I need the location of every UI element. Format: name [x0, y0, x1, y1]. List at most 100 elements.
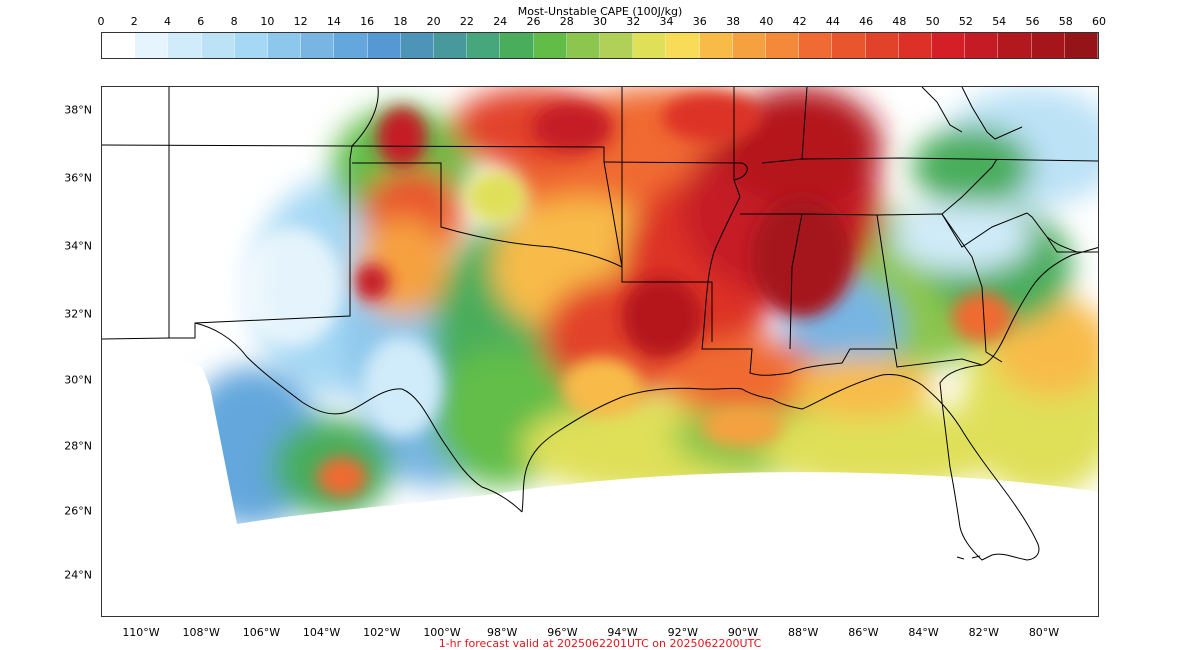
cape-blob: [532, 102, 612, 152]
colorbar-segment: [268, 33, 302, 58]
cape-blob: [467, 172, 527, 222]
map-frame: [101, 86, 1099, 617]
colorbar-tick-label: 32: [626, 15, 641, 28]
longitude-label: 92°W: [667, 626, 698, 639]
colorbar-segment: [367, 33, 401, 58]
colorbar-segment: [566, 33, 601, 58]
colorbar-segment: [201, 33, 235, 58]
latitude-label: 24°N: [64, 568, 92, 582]
cape-blob: [892, 202, 1032, 272]
colorbar-tick-label: 52: [958, 15, 973, 28]
colorbar-segment: [666, 33, 700, 58]
colorbar: [101, 32, 1099, 59]
colorbar-tick-label: 26: [526, 15, 541, 28]
colorbar-tick-label: 42: [792, 15, 807, 28]
state-line: [102, 337, 170, 340]
colorbar-segment: [434, 33, 468, 58]
cape-blob: [662, 337, 822, 417]
cape-blob: [242, 227, 342, 347]
forecast-caption: 1-hr forecast valid at 2025062201UTC on …: [438, 637, 762, 650]
colorbar-segment: [633, 33, 667, 58]
state-line: [351, 87, 379, 147]
colorbar-segment: [832, 33, 866, 58]
colorbar-tick-label: 0: [97, 15, 105, 28]
longitude-label: 90°W: [727, 626, 759, 639]
latitude-label: 30°N: [64, 373, 92, 387]
colorbar-segment: [533, 33, 567, 58]
latitude-label: 38°N: [64, 103, 92, 117]
state-line: [603, 147, 713, 342]
longitude-label: 106°W: [242, 626, 281, 639]
colorbar-segment: [500, 33, 534, 58]
latitude-label: 32°N: [64, 307, 92, 321]
colorbar-tick-label: 12: [293, 15, 308, 28]
longitude-label: 82°W: [968, 626, 999, 639]
colorbar-tick-labels: 0 2 4 6 8 10 12 14 16 18 20 22 24 26 28 30 32 34 36 38 40 42 4…: [0, 15, 1200, 31]
colorbar-tick-label: 44: [825, 15, 840, 28]
colorbar-tick-label: 14: [326, 15, 341, 28]
colorbar-segment: [965, 33, 999, 58]
state-line: [761, 157, 1098, 164]
state-line: [740, 213, 898, 350]
longitude-label: 100°W: [423, 626, 461, 639]
cape-blob: [952, 292, 1012, 342]
rio-grande: [194, 322, 523, 513]
colorbar-tick-label: 20: [426, 15, 441, 28]
longitude-label: 98°W: [487, 626, 518, 639]
colorbar-segment: [135, 33, 169, 58]
cape-blob: [702, 407, 782, 447]
latitude-label: 26°N: [64, 504, 92, 518]
latitude-label: 34°N: [64, 239, 92, 253]
state-line: [941, 213, 1003, 363]
colorbar-tick-label: 2: [130, 15, 138, 28]
colorbar-segment: [600, 33, 634, 58]
colorbar-title: Most-Unstable CAPE (100J/kg): [517, 5, 683, 18]
colorbar-segment: [234, 33, 269, 58]
state-line: [876, 212, 1028, 248]
state-line: [941, 158, 998, 215]
colorbar-tick-label: 6: [197, 15, 205, 28]
colorbar-tick-label: 30: [593, 15, 607, 28]
state-boundaries: [102, 87, 1098, 376]
colorbar-segment: [400, 33, 435, 58]
longitude-label: 110°W: [122, 626, 160, 639]
state-line: [789, 213, 803, 350]
cape-blob: [622, 277, 702, 357]
cape-blob: [792, 357, 932, 417]
longitude-label: 96°W: [547, 626, 578, 639]
cape-blob: [362, 337, 442, 437]
cape-blob: [752, 197, 852, 317]
colorbar-segment: [699, 33, 733, 58]
colorbar-tick-label: 46: [859, 15, 874, 28]
cape-field: [102, 87, 1098, 524]
cape-map: [102, 87, 1098, 561]
colorbar-tick-label: 48: [892, 15, 907, 28]
cape-blob: [912, 127, 1032, 207]
colorbar-segment: [799, 33, 833, 58]
state-line: [921, 87, 963, 133]
latitude-label: 28°N: [64, 439, 92, 453]
state-line: [352, 87, 623, 268]
colorbar-tick-label: 4: [164, 15, 172, 28]
colorbar-segment: [898, 33, 933, 58]
cape-blob: [562, 357, 642, 417]
colorbar-segment: [334, 33, 368, 58]
cape-blob: [354, 264, 390, 300]
state-line: [961, 87, 1023, 140]
longitude-label: 80°W: [1028, 626, 1060, 639]
gulf-coast: [521, 247, 1098, 561]
colorbar-tick-label: 16: [360, 15, 375, 28]
cape-blob: [317, 457, 367, 497]
colorbar-tick-label: 22: [459, 15, 474, 28]
cape-blob: [662, 92, 762, 142]
colorbar-segment: [865, 33, 899, 58]
colorbar-tick-label: 18: [393, 15, 408, 28]
colorbar-tick-label: 10: [260, 15, 275, 28]
colorbar-segment: [467, 33, 501, 58]
colorbar-tick-label: 56: [1025, 15, 1040, 28]
colorbar-tick-label: 28: [559, 15, 574, 28]
colorbar-segment: [1064, 33, 1099, 58]
longitude-label: 104°W: [302, 626, 341, 639]
colorbar-tick-label: 58: [1058, 15, 1073, 28]
longitude-label: 94°W: [607, 626, 638, 639]
